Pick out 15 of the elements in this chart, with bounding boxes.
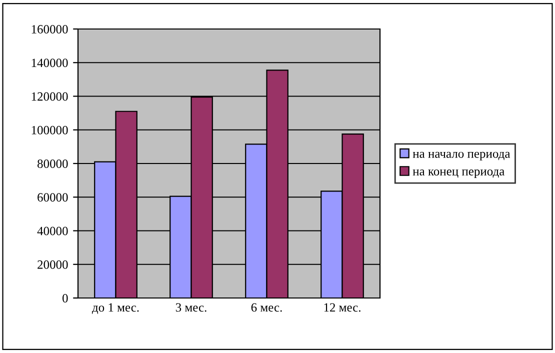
legend-label: на начало периода <box>412 152 510 160</box>
legend-label: на конец периода <box>412 169 504 178</box>
y-tick-label: 140000 <box>32 58 68 68</box>
y-tick-label: 160000 <box>32 25 68 34</box>
y-tick-label: 100000 <box>32 126 68 134</box>
x-tick-label: 3 мес. <box>176 303 206 312</box>
y-tick-label: 80000 <box>38 160 68 168</box>
x-tick-label: до 1 мес. <box>92 303 139 314</box>
y-tick-label: 20000 <box>38 260 68 269</box>
x-tick-label: 12 мес. <box>324 303 360 312</box>
y-tick-label: 120000 <box>32 92 68 101</box>
y-tick-label: 0 <box>62 294 68 302</box>
y-tick-label: 40000 <box>37 226 68 236</box>
y-tick-label: 60000 <box>38 193 68 202</box>
x-tick-label: 6 мес. <box>251 303 282 312</box>
